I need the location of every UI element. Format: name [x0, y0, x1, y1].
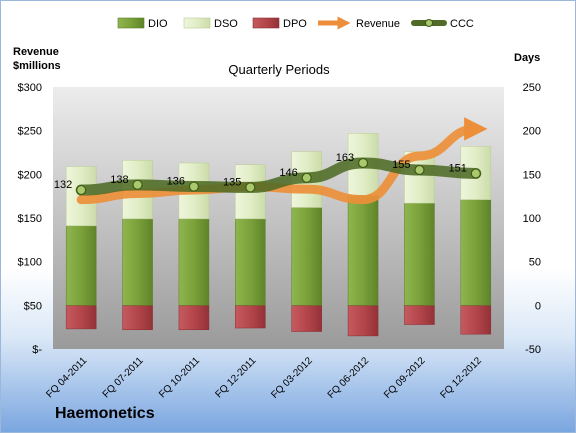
- dio-bar: [65, 225, 97, 306]
- dio-bar: [291, 207, 322, 306]
- ccc-point: [245, 182, 256, 193]
- dpo-bar: [178, 305, 210, 331]
- dpo-bar: [291, 305, 322, 332]
- left-axis-tick-label: $100: [18, 257, 42, 269]
- left-axis-tick-label: $50: [24, 300, 42, 312]
- dio-bar: [404, 202, 435, 306]
- left-axis-title-line1: Revenue: [13, 46, 59, 58]
- ccc-data-label: 146: [279, 167, 297, 179]
- left-axis-tick-label: $150: [18, 213, 42, 225]
- left-axis-tick-label: $300: [18, 82, 42, 94]
- legend-swatch-dso: [183, 17, 211, 29]
- ccc-point: [188, 181, 200, 192]
- left-axis-tick-label: $200: [18, 169, 42, 181]
- dio-bar: [178, 218, 210, 306]
- legend-marker-ccc: [425, 19, 433, 27]
- right-axis-tick-label: 100: [523, 213, 541, 225]
- dio-bar: [460, 199, 492, 306]
- revenue-line: [76, 117, 488, 205]
- legend-swatch-dio: [117, 17, 145, 29]
- x-axis-tick-label: FQ 12-2012: [438, 355, 484, 401]
- right-axis-tick-label: -50: [525, 344, 541, 356]
- chart-subtitle: Quarterly Periods: [228, 62, 330, 77]
- left-axis-title-line2: $millions: [13, 60, 61, 72]
- right-axis-tick-label: 0: [535, 300, 541, 312]
- legend-label-dpo: DPO: [283, 18, 307, 30]
- legend-label-ccc: CCC: [450, 18, 474, 30]
- ccc-data-label: 135: [223, 176, 241, 188]
- dpo-bar: [404, 305, 435, 325]
- dio-bar: [122, 218, 153, 306]
- dpo-bar: [235, 305, 266, 329]
- right-axis-tick-label: 50: [529, 257, 541, 269]
- ccc-point: [414, 164, 425, 176]
- right-axis-tick-label: 150: [523, 169, 541, 181]
- dpo-bar: [460, 305, 492, 335]
- right-axis-tick-label: 250: [523, 82, 541, 94]
- dio-bar: [347, 195, 379, 306]
- line-layer: 132 138 136 135 146 163 155 151: [54, 117, 488, 205]
- ccc-data-label: 151: [448, 162, 466, 174]
- right-axis-tick-label: 200: [523, 126, 541, 138]
- legend-label-dso: DSO: [214, 18, 238, 30]
- left-axis-title: Revenue $millions: [13, 45, 61, 73]
- bar-layer: [65, 133, 492, 337]
- dio-bar: [235, 218, 266, 306]
- left-axis-tick-label: $-: [32, 344, 42, 356]
- legend-swatch-dpo: [252, 17, 280, 29]
- ccc-data-label: 155: [392, 159, 410, 171]
- ccc-point: [357, 157, 369, 169]
- legend-label-revenue: Revenue: [356, 18, 400, 30]
- x-axis-tick-label: FQ 04-2011: [44, 355, 89, 400]
- ccc-point: [76, 184, 87, 196]
- ccc-point: [132, 179, 143, 190]
- ccc-line: [75, 157, 482, 196]
- ccc-data-label: 136: [167, 176, 185, 188]
- legend: DIO DSO DPO Revenue CCC: [117, 16, 474, 30]
- x-axis-tick-label: FQ 12-2011: [213, 355, 258, 400]
- dpo-bar: [65, 305, 97, 330]
- ccc-data-label: 163: [336, 152, 354, 164]
- right-axis-title: Days: [514, 52, 541, 64]
- ccc-data-label: 138: [110, 174, 128, 186]
- ccc-point: [301, 172, 312, 183]
- x-axis-tick-label: FQ 07-2011: [101, 355, 146, 400]
- x-axis-tick-label: FQ 03-2012: [269, 355, 315, 401]
- ccc-point: [470, 168, 481, 179]
- x-axis-tick-label: FQ 06-2012: [326, 355, 372, 401]
- dpo-bar: [347, 305, 379, 337]
- ccc-data-label: 132: [54, 179, 72, 191]
- dpo-bar: [122, 305, 153, 331]
- company-name: Haemonetics: [55, 405, 155, 422]
- x-axis-tick-label: FQ 10-2011: [157, 355, 202, 400]
- x-axis-tick-label: FQ 09-2012: [382, 355, 428, 401]
- left-axis-tick-label: $250: [18, 126, 42, 138]
- legend-label-dio: DIO: [148, 18, 168, 30]
- plot-area: [53, 87, 504, 349]
